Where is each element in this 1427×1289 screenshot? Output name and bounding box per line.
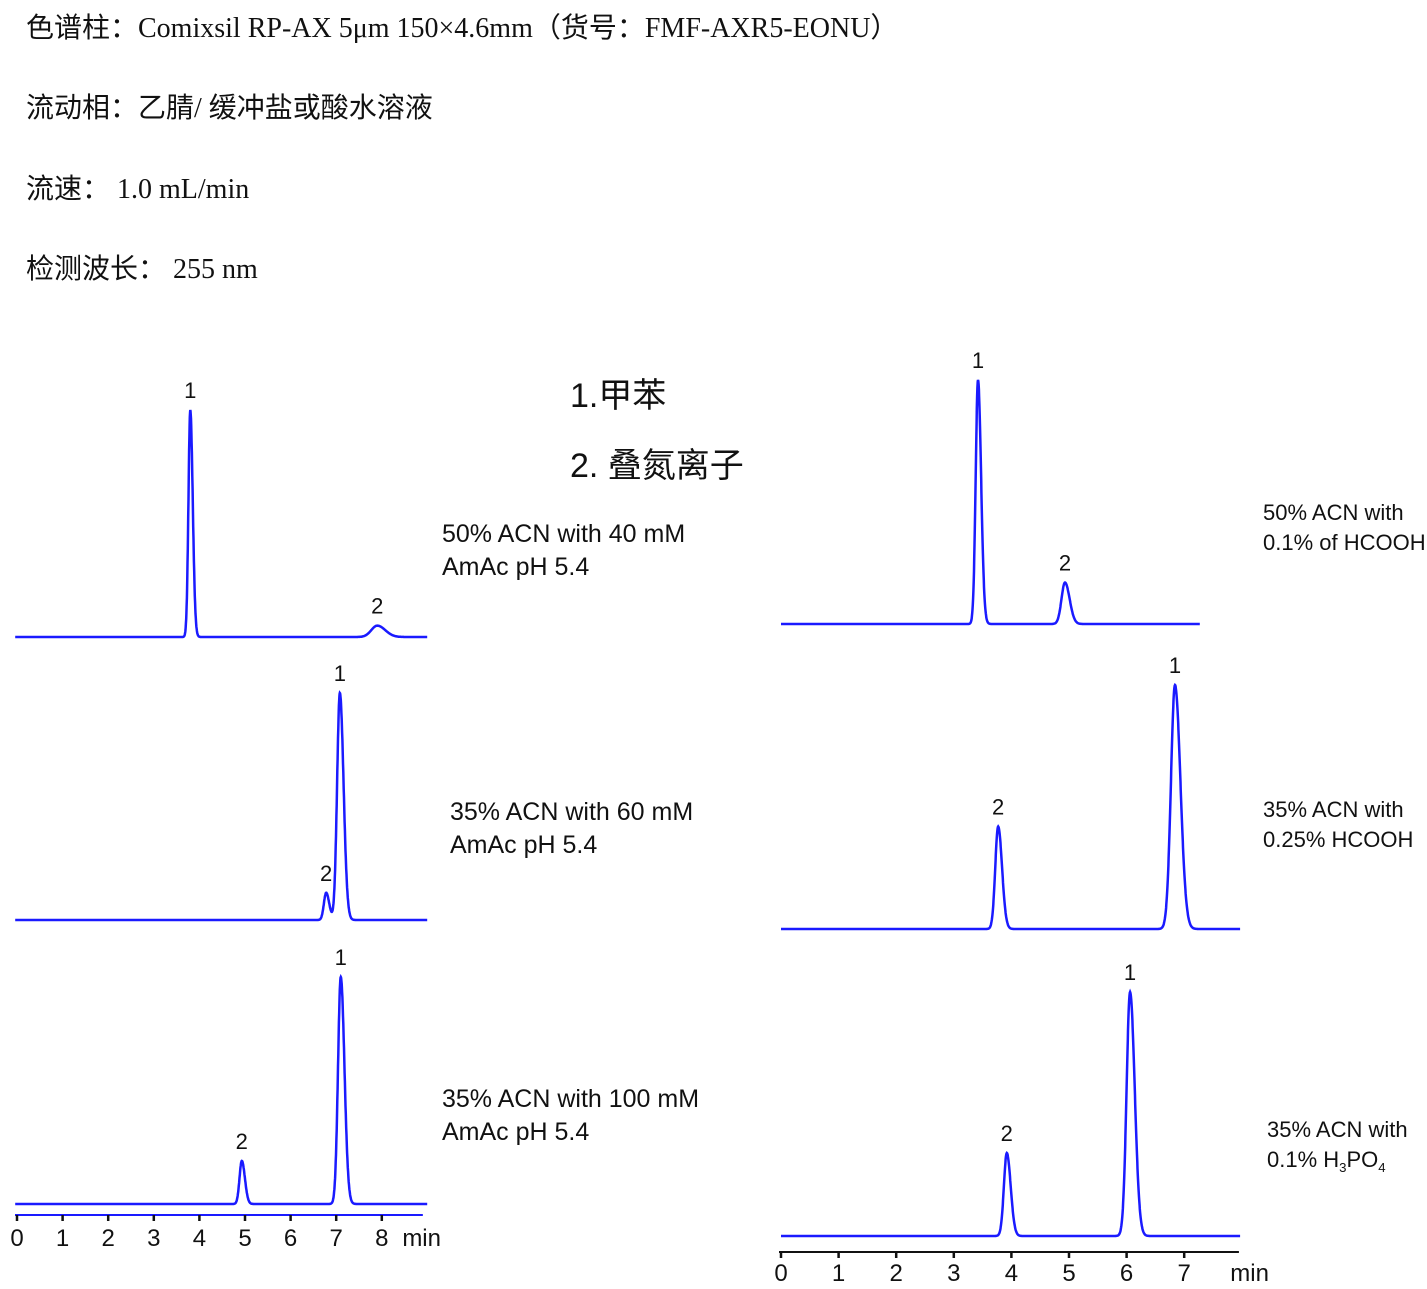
peak-label-2: 2 bbox=[236, 1129, 248, 1154]
x-axis-label: min bbox=[402, 1225, 441, 1252]
peak-label-1: 1 bbox=[1124, 960, 1136, 985]
condition-label: 35% ACN with 60 mM bbox=[450, 798, 693, 826]
trace-right-3 bbox=[781, 988, 1241, 1238]
legend-item-2: 2. 叠氮离子 bbox=[570, 447, 744, 485]
peak-label-1: 1 bbox=[184, 378, 196, 403]
condition-label: 0.25% HCOOH bbox=[1263, 827, 1413, 852]
x-tick-label: 1 bbox=[56, 1225, 69, 1252]
x-tick-label: 6 bbox=[1120, 1260, 1133, 1287]
trace-left-2 bbox=[15, 690, 428, 922]
peak-label-2: 2 bbox=[320, 861, 332, 886]
peak-label-2: 2 bbox=[1001, 1121, 1013, 1146]
x-tick-label: 0 bbox=[10, 1225, 23, 1252]
peak-label-2: 2 bbox=[371, 594, 383, 619]
condition-label: 0.1% of HCOOH bbox=[1263, 530, 1426, 555]
x-tick-label: 2 bbox=[102, 1225, 115, 1252]
x-tick-label: 5 bbox=[238, 1225, 251, 1252]
trace-left-3 bbox=[15, 973, 428, 1206]
condition-label: AmAc pH 5.4 bbox=[442, 553, 589, 581]
trace-right-2 bbox=[781, 682, 1241, 931]
column-info: 色谱柱：Comixsil RP-AX 5μm 150×4.6mm（货号：FMF-… bbox=[26, 13, 899, 44]
x-tick-label: 4 bbox=[193, 1225, 206, 1252]
x-tick-label: 7 bbox=[330, 1225, 343, 1252]
condition-label: 35% ACN with bbox=[1263, 797, 1404, 822]
condition-label: 50% ACN with bbox=[1263, 500, 1404, 525]
peak-label-1: 1 bbox=[335, 945, 347, 970]
flow-rate-info: 流速： 1.0 mL/min bbox=[26, 174, 250, 205]
condition-label: 35% ACN with 100 mM bbox=[442, 1085, 699, 1113]
peak-label-1: 1 bbox=[972, 348, 984, 373]
x-tick-label: 4 bbox=[1005, 1260, 1018, 1287]
condition-label: 0.1% H3PO4 bbox=[1267, 1147, 1386, 1175]
x-tick-label: 6 bbox=[284, 1225, 297, 1252]
condition-label: 35% ACN with bbox=[1267, 1117, 1408, 1142]
x-axis-label: min bbox=[1230, 1260, 1269, 1287]
wavelength-info: 检测波长： 255 nm bbox=[26, 254, 258, 285]
trace-right-1 bbox=[781, 379, 1200, 626]
x-tick-label: 5 bbox=[1062, 1260, 1075, 1287]
condition-label: AmAc pH 5.4 bbox=[442, 1118, 589, 1146]
x-tick-label: 8 bbox=[375, 1225, 388, 1252]
x-tick-label: 3 bbox=[947, 1260, 960, 1287]
condition-label: 50% ACN with 40 mM bbox=[442, 520, 685, 548]
x-tick-label: 7 bbox=[1178, 1260, 1191, 1287]
x-tick-label: 1 bbox=[832, 1260, 845, 1287]
x-tick-label: 2 bbox=[890, 1260, 903, 1287]
trace-left-1 bbox=[15, 409, 428, 639]
peak-label-2: 2 bbox=[992, 795, 1004, 820]
mobile-phase-info: 流动相：乙腈/ 缓冲盐或酸水溶液 bbox=[26, 93, 433, 124]
condition-label: AmAc pH 5.4 bbox=[450, 831, 597, 859]
peak-label-2: 2 bbox=[1059, 551, 1071, 576]
peak-label-1: 1 bbox=[334, 661, 346, 686]
legend-item-1: 1.甲苯 bbox=[570, 377, 667, 415]
x-tick-label: 3 bbox=[147, 1225, 160, 1252]
peak-label-1: 1 bbox=[1169, 653, 1181, 678]
x-tick-label: 0 bbox=[774, 1260, 787, 1287]
